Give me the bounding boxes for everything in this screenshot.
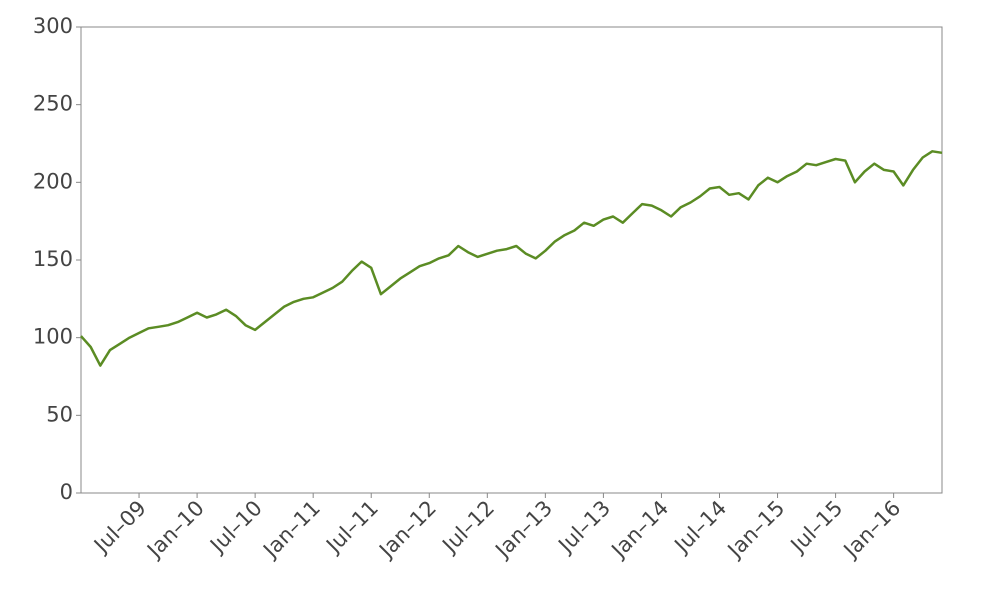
x-tick-label: Jan–16: [838, 496, 906, 564]
x-tick-label: Jul–11: [320, 496, 383, 559]
x-tick-label: Jan–10: [141, 496, 209, 564]
plot-frame: [80, 26, 943, 494]
y-tick-label: 250: [33, 92, 73, 116]
y-tick-label: 300: [33, 14, 73, 38]
y-tick-label: 150: [33, 247, 73, 271]
x-tick-label: Jan–14: [606, 496, 674, 564]
series-line: [80, 150, 943, 367]
y-tick-label: 0: [60, 480, 73, 504]
x-tick-label: Jan–13: [490, 496, 558, 564]
y-tick-label: 100: [33, 325, 73, 349]
y-tick-label: 50: [46, 402, 73, 426]
x-tick-label: Jul–13: [553, 496, 616, 559]
x-tick-label: Jan–12: [373, 496, 441, 564]
x-tick-label: Jul–14: [669, 496, 732, 559]
x-tick-label: Jan–15: [722, 496, 790, 564]
x-tick-label: Jul–09: [88, 496, 151, 559]
x-tick-label: Jul–10: [204, 496, 267, 559]
x-tick-label: Jul–12: [436, 496, 499, 559]
x-tick-label: Jan–11: [257, 496, 325, 564]
x-tick-label: Jul–15: [785, 496, 848, 559]
y-tick-label: 200: [33, 169, 73, 193]
